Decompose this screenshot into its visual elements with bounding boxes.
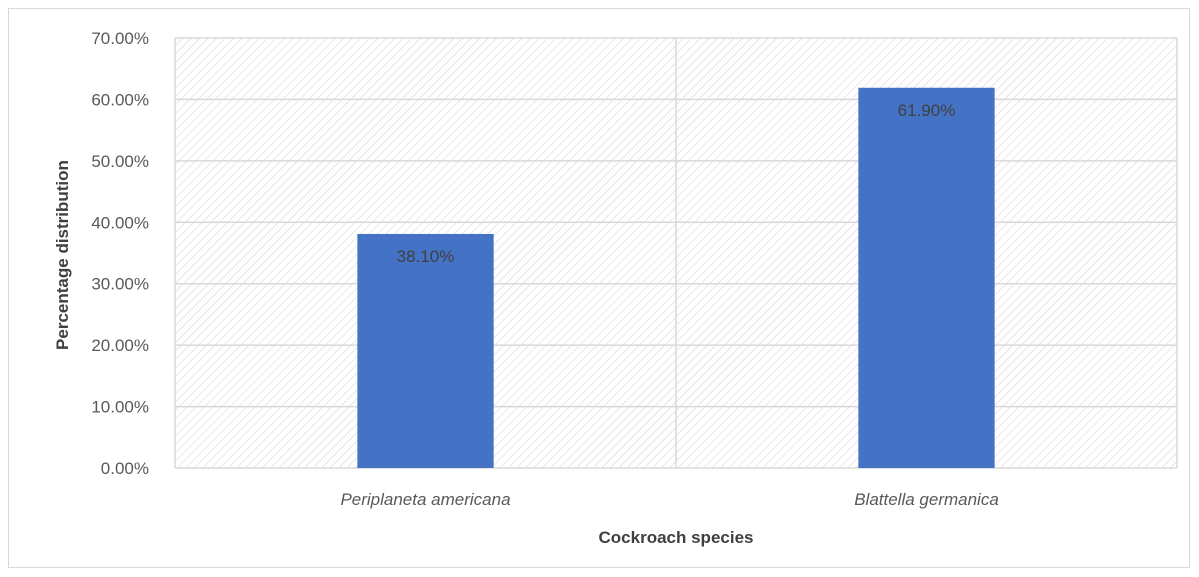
bar-data-label: 38.10% bbox=[397, 247, 455, 266]
x-category-label: Periplaneta americana bbox=[340, 490, 510, 509]
bar bbox=[357, 233, 494, 468]
x-axis-title: Cockroach species bbox=[599, 528, 754, 547]
y-axis-title: Percentage distribution bbox=[53, 160, 72, 350]
y-tick-label: 10.00% bbox=[91, 398, 149, 417]
y-axis-tick-labels: 0.00% 10.00% 20.00% 30.00% 40.00% 50.00% 60.00… bbox=[91, 29, 149, 478]
x-category-label: Blattella germanica bbox=[854, 490, 999, 509]
x-axis-category-labels: Periplaneta americana Blattella germanica bbox=[340, 490, 998, 509]
y-tick-label: 70.00% bbox=[91, 29, 149, 48]
data-labels: 38.10% 61.90% bbox=[397, 101, 956, 266]
y-tick-label: 0.00% bbox=[101, 459, 149, 478]
bar-data-label: 61.90% bbox=[898, 101, 956, 120]
bars bbox=[357, 87, 995, 468]
gridlines bbox=[174, 37, 1178, 469]
y-tick-label: 30.00% bbox=[91, 275, 149, 294]
y-tick-label: 20.00% bbox=[91, 336, 149, 355]
y-tick-label: 40.00% bbox=[91, 213, 149, 232]
y-tick-label: 60.00% bbox=[91, 90, 149, 109]
bar bbox=[858, 87, 995, 468]
y-tick-label: 50.00% bbox=[91, 152, 149, 171]
